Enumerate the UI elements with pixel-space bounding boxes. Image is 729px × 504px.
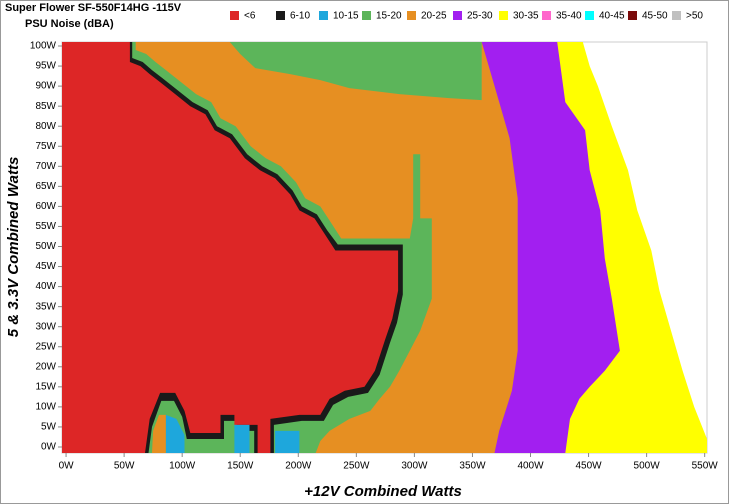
legend-label: 15-20 [376, 11, 402, 22]
x-tick-label: 100W [169, 461, 196, 472]
x-tick-label: 300W [401, 461, 428, 472]
x-axis-title: +12V Combined Watts [304, 483, 462, 500]
x-tick-label: 350W [459, 461, 486, 472]
legend-swatch [453, 11, 462, 20]
legend-label: 35-40 [556, 11, 582, 22]
legend-label: 40-45 [599, 11, 625, 22]
y-tick-label: 85W [35, 101, 56, 112]
y-tick-label: 100W [30, 41, 57, 52]
x-tick-label: 50W [114, 461, 135, 472]
legend-swatch [542, 11, 551, 20]
x-tick-label: 0W [59, 461, 75, 472]
y-tick-label: 80W [35, 121, 56, 132]
legend-label: 30-35 [513, 11, 539, 22]
legend-swatch [230, 11, 239, 20]
y-tick-label: 0W [41, 442, 57, 453]
legend-swatch [628, 11, 637, 20]
y-tick-label: 35W [35, 301, 56, 312]
noise-region [152, 414, 166, 453]
chart-title: Super Flower SF-550F14HG -115V [5, 2, 182, 14]
legend-label: 45-50 [642, 11, 668, 22]
y-tick-label: 50W [35, 241, 56, 252]
x-tick-label: 400W [517, 461, 544, 472]
chart-subtitle: PSU Noise (dBA) [25, 18, 114, 30]
y-tick-label: 55W [35, 221, 56, 232]
y-axis-title: 5 & 3.3V Combined Watts [5, 157, 22, 338]
y-tick-label: 90W [35, 81, 56, 92]
x-tick-label: 500W [634, 461, 661, 472]
y-tick-label: 95W [35, 61, 56, 72]
legend-label: 25-30 [467, 11, 493, 22]
x-tick-label: 150W [227, 461, 254, 472]
noise-region [275, 430, 300, 453]
y-tick-label: 5W [41, 422, 57, 433]
noise-region [234, 424, 250, 453]
y-tick-label: 25W [35, 341, 56, 352]
noise-region [62, 42, 399, 453]
x-tick-label: 450W [576, 461, 603, 472]
y-tick-label: 20W [35, 361, 56, 372]
legend-swatch [407, 11, 416, 20]
x-tick-label: 550W [692, 461, 719, 472]
legend-swatch [499, 11, 508, 20]
y-tick-label: 65W [35, 181, 56, 192]
y-tick-label: 45W [35, 261, 56, 272]
y-tick-label: 10W [35, 402, 56, 413]
legend-swatch [276, 11, 285, 20]
y-tick-label: 40W [35, 281, 56, 292]
legend-label: <6 [244, 11, 256, 22]
y-tick-label: 60W [35, 201, 56, 212]
y-tick-label: 70W [35, 161, 56, 172]
legend-swatch [319, 11, 328, 20]
x-tick-label: 250W [343, 461, 370, 472]
legend-label: 6-10 [290, 11, 310, 22]
y-tick-label: 75W [35, 141, 56, 152]
y-tick-label: 30W [35, 321, 56, 332]
legend-label: 10-15 [333, 11, 359, 22]
legend-label: >50 [686, 11, 703, 22]
legend-swatch [672, 11, 681, 20]
legend-label: 20-25 [421, 11, 447, 22]
legend-swatch [585, 11, 594, 20]
x-tick-label: 200W [285, 461, 312, 472]
legend-swatch [362, 11, 371, 20]
noise-region [229, 42, 482, 101]
noise-region [165, 414, 185, 453]
y-tick-label: 15W [35, 381, 56, 392]
